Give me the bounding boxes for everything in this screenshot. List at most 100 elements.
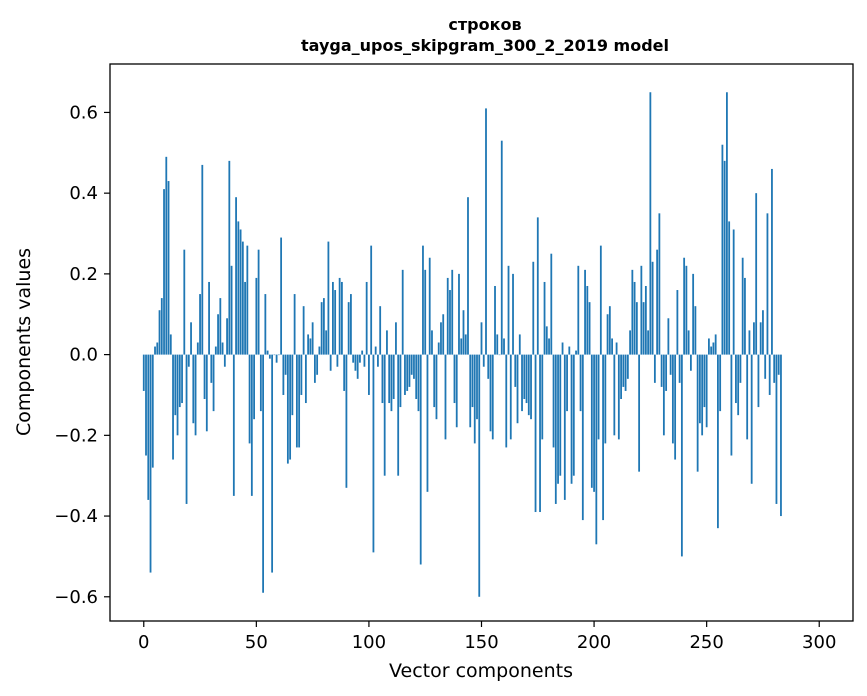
x-tick-label: 200 <box>577 632 611 653</box>
bar-230 <box>660 354 663 387</box>
bar-163 <box>509 354 512 440</box>
bar-152 <box>485 108 487 355</box>
bar-176 <box>539 354 541 513</box>
bar-237 <box>676 290 679 355</box>
bar-130 <box>435 354 438 420</box>
bar-146 <box>471 354 474 408</box>
bar-185 <box>559 354 562 476</box>
bar-217 <box>631 269 634 355</box>
bar-277 <box>766 213 769 355</box>
bar-151 <box>482 354 485 367</box>
bar-7 <box>158 310 161 355</box>
bar-234 <box>669 354 672 375</box>
bar-164 <box>512 273 514 355</box>
bar-209 <box>613 354 616 436</box>
bar-171 <box>527 354 530 416</box>
bar-249 <box>703 354 706 408</box>
bar-223 <box>644 285 647 355</box>
bar-216 <box>629 330 631 355</box>
y-axis-ticks: −0.6 −0.4 −0.2 0.0 0.2 0.4 0.6 <box>54 102 110 608</box>
y-tick-label: 0.4 <box>69 183 98 204</box>
bar-133 <box>442 314 445 355</box>
bar-238 <box>678 354 681 383</box>
bar-57 <box>271 354 274 573</box>
bar-16 <box>178 354 181 408</box>
bar-215 <box>626 354 629 379</box>
bar-83 <box>329 354 332 371</box>
bar-99 <box>365 281 368 355</box>
bar-140 <box>458 273 460 355</box>
bar-11 <box>167 181 170 355</box>
bar-2 <box>147 354 150 500</box>
bar-56 <box>268 354 271 359</box>
bar-0 <box>142 354 145 391</box>
bar-53 <box>262 354 264 593</box>
bar-109 <box>388 354 391 404</box>
bars-group <box>142 92 782 597</box>
bar-126 <box>426 354 429 492</box>
bar-32 <box>214 346 217 355</box>
bar-182 <box>552 354 555 448</box>
bar-26 <box>201 164 204 355</box>
bar-82 <box>327 241 330 355</box>
bar-9 <box>163 189 165 355</box>
bar-67 <box>293 294 296 355</box>
bar-272 <box>755 193 758 355</box>
bar-153 <box>487 354 490 379</box>
bar-244 <box>692 273 695 355</box>
bar-218 <box>633 281 636 355</box>
bar-34 <box>219 298 222 355</box>
bar-8 <box>160 298 163 355</box>
bar-23 <box>194 354 197 436</box>
bar-97 <box>361 350 364 355</box>
bar-68 <box>295 354 298 448</box>
bar-178 <box>543 281 546 355</box>
x-axis-label: Vector components <box>389 660 573 682</box>
bar-105 <box>379 306 382 355</box>
bar-22 <box>192 354 195 424</box>
bar-40 <box>232 354 235 496</box>
bar-120 <box>413 354 415 379</box>
bar-240 <box>683 257 686 355</box>
bar-214 <box>624 354 627 391</box>
bar-93 <box>352 354 355 363</box>
bar-229 <box>658 213 661 355</box>
bar-174 <box>534 354 537 513</box>
bar-72 <box>304 354 307 404</box>
x-tick-label: 250 <box>689 632 723 653</box>
bar-165 <box>514 354 517 387</box>
bar-154 <box>489 354 492 432</box>
bar-36 <box>223 354 226 367</box>
bar-98 <box>363 354 366 367</box>
bar-248 <box>701 354 704 436</box>
bar-51 <box>257 249 260 355</box>
bar-81 <box>325 330 328 355</box>
bar-194 <box>579 354 582 412</box>
bar-116 <box>404 354 406 395</box>
bar-278 <box>768 354 771 395</box>
bar-137 <box>451 269 454 355</box>
x-axis-ticks: 0 50 100 150 200 250 300 <box>138 621 836 653</box>
bar-207 <box>608 306 611 355</box>
bar-60 <box>277 354 280 356</box>
y-tick-label: −0.4 <box>54 506 98 527</box>
bar-79 <box>320 302 323 355</box>
bar-261 <box>730 354 733 456</box>
bar-196 <box>584 269 586 355</box>
bar-119 <box>410 354 413 375</box>
bar-106 <box>381 354 384 404</box>
bar-15 <box>176 354 179 436</box>
bar-161 <box>505 354 508 448</box>
y-tick-label: −0.6 <box>54 587 98 608</box>
bar-84 <box>332 281 334 355</box>
bar-87 <box>338 277 341 355</box>
bar-89 <box>343 354 346 391</box>
bar-76 <box>313 354 316 383</box>
bar-181 <box>550 253 553 355</box>
bar-179 <box>545 326 548 355</box>
bar-100 <box>368 354 370 395</box>
bar-41 <box>235 197 237 355</box>
bar-269 <box>748 330 751 355</box>
bar-220 <box>638 354 641 472</box>
bar-251 <box>708 338 710 355</box>
